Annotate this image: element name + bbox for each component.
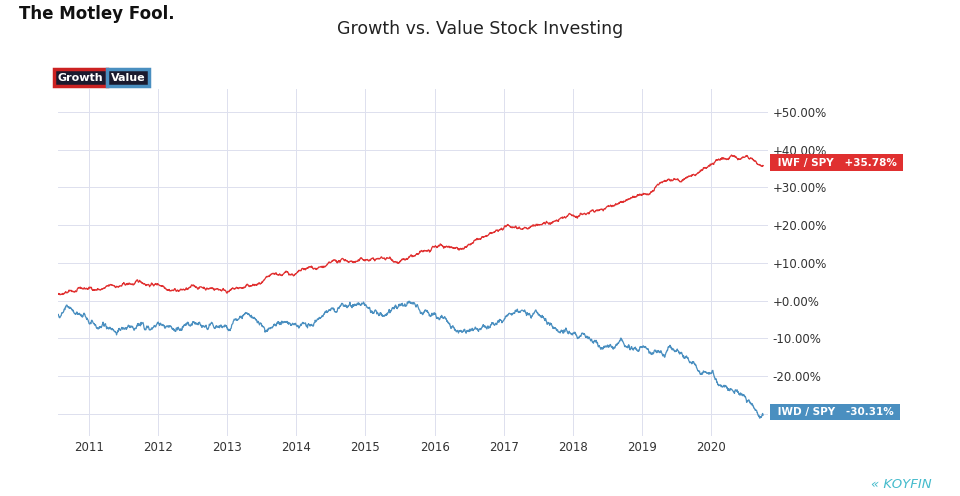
Text: Growth vs. Value Stock Investing: Growth vs. Value Stock Investing — [337, 20, 623, 38]
Text: IWD / SPY   -30.31%: IWD / SPY -30.31% — [774, 407, 897, 417]
Text: « KOYFIN: « KOYFIN — [871, 478, 931, 491]
Text: Value: Value — [110, 72, 146, 83]
Text: Growth: Growth — [58, 72, 104, 83]
Text: IWF / SPY   +35.78%: IWF / SPY +35.78% — [774, 158, 900, 168]
Text: The Motley Fool.: The Motley Fool. — [19, 5, 175, 23]
